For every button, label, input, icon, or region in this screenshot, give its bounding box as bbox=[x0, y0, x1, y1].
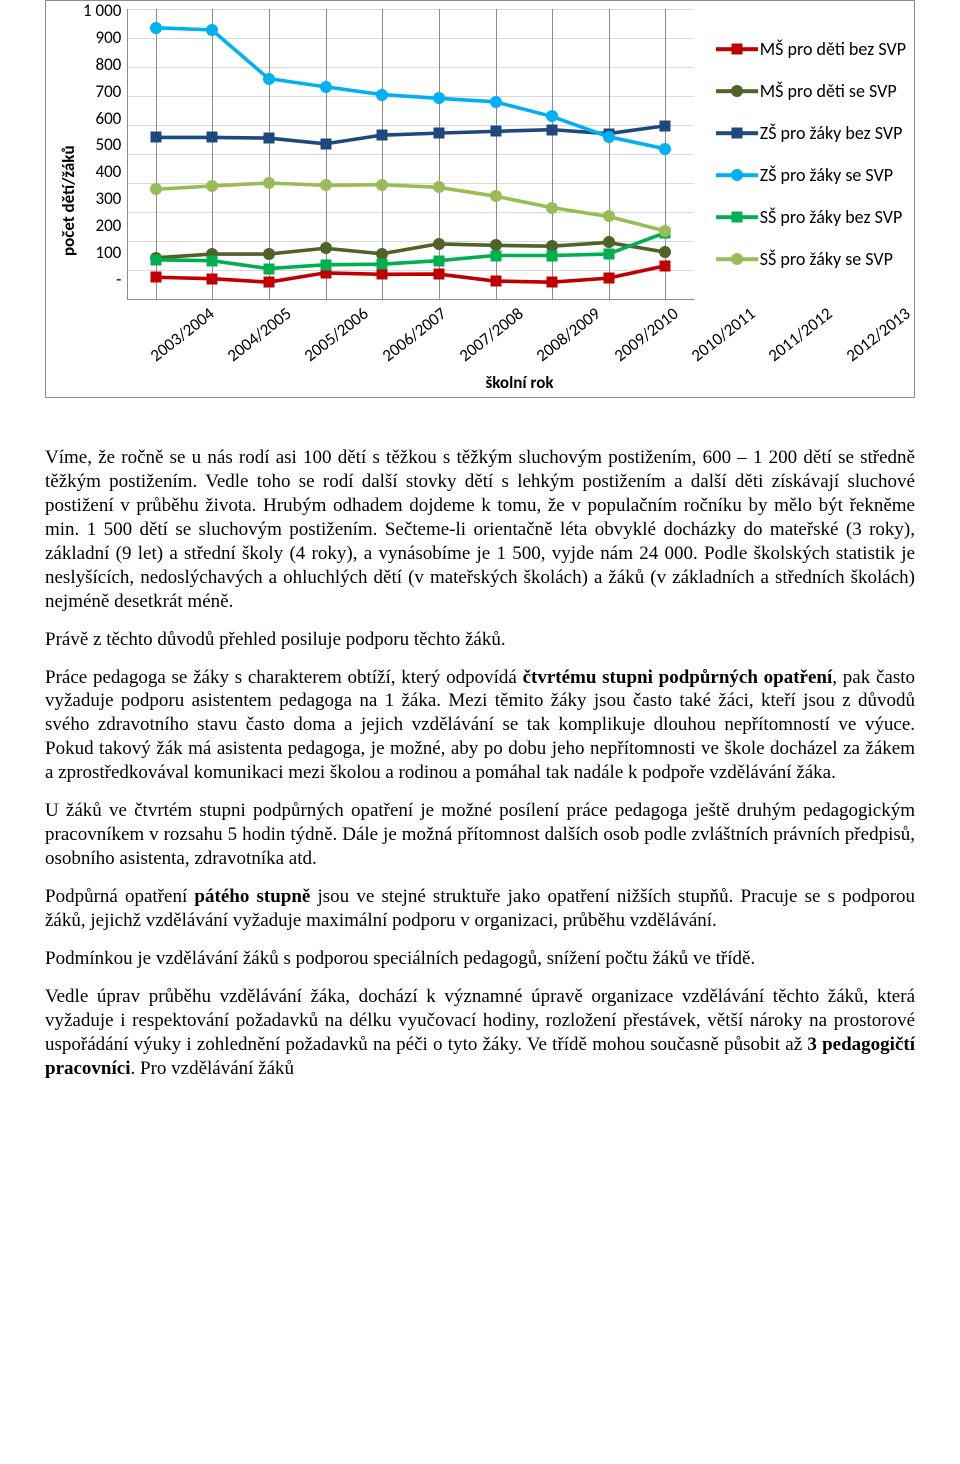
y-tick-label: - bbox=[116, 269, 121, 290]
body-paragraph: Práce pedagoga se žáky s charakterem obt… bbox=[45, 666, 915, 786]
y-tick-label: 900 bbox=[95, 27, 121, 48]
x-tick-label: 2006/2007 bbox=[378, 303, 450, 366]
data-marker bbox=[206, 180, 218, 192]
bold-text: čtvrtému stupni podpůrných opatření bbox=[523, 667, 833, 688]
x-tick-label: 2003/2004 bbox=[146, 303, 218, 366]
x-tick-label: 2008/2009 bbox=[532, 303, 604, 366]
chart-legend: MŠ pro děti bez SVP MŠ pro děti se SVP ZŠ … bbox=[694, 9, 906, 299]
bold-text: pátého stupně bbox=[194, 886, 310, 907]
legend-item: ZŠ pro žáky bez SVP bbox=[716, 122, 906, 144]
body-paragraph: Podmínkou je vzdělávání žáků s podporou … bbox=[45, 947, 915, 971]
data-marker bbox=[433, 181, 445, 193]
y-tick-label: 800 bbox=[95, 54, 121, 75]
legend-item: SŠ pro žáky bez SVP bbox=[716, 206, 906, 228]
data-marker bbox=[659, 225, 671, 237]
data-marker bbox=[603, 210, 615, 222]
x-axis-ticks: 2003/20042004/20052005/20062006/20072007… bbox=[133, 303, 906, 324]
data-marker bbox=[263, 177, 275, 189]
legend-item: SŠ pro žáky se SVP bbox=[716, 248, 906, 270]
legend-item: MŠ pro děti bez SVP bbox=[716, 38, 906, 60]
y-tick-label: 500 bbox=[95, 134, 121, 155]
body-paragraph: U žáků ve čtvrtém stupni podpůrných opat… bbox=[45, 799, 915, 871]
legend-label: MŠ pro děti se SVP bbox=[760, 80, 897, 102]
legend-label: MŠ pro děti bez SVP bbox=[760, 38, 906, 60]
body-paragraph: Podpůrná opatření pátého stupně jsou ve … bbox=[45, 885, 915, 933]
body-paragraph: Vedle úprav průběhu vzdělávání žáka, doc… bbox=[45, 985, 915, 1081]
gridline bbox=[127, 299, 693, 300]
y-axis-ticks: 1 000 900 800 700 600 500 400 300 200 100 - bbox=[83, 0, 127, 290]
data-marker bbox=[376, 179, 388, 191]
y-tick-label: 1 000 bbox=[83, 0, 121, 21]
body-paragraph: Právě z těchto důvodů přehled posiluje p… bbox=[45, 628, 915, 652]
chart-plot-area bbox=[127, 9, 693, 299]
data-marker bbox=[150, 183, 162, 195]
y-tick-label: 100 bbox=[95, 242, 121, 263]
legend-label: ZŠ pro žáky se SVP bbox=[760, 164, 893, 186]
x-axis-label: školní rok bbox=[133, 372, 906, 393]
chart-container: počet dětí/žáků 1 000 900 800 700 600 500 400 3… bbox=[45, 0, 915, 398]
legend-label: SŠ pro žáky bez SVP bbox=[760, 206, 903, 228]
x-tick-label: 2005/2006 bbox=[300, 303, 372, 366]
legend-label: ZŠ pro žáky bez SVP bbox=[760, 122, 903, 144]
x-tick-label: 2010/2011 bbox=[687, 303, 759, 366]
legend-item: ZŠ pro žáky se SVP bbox=[716, 164, 906, 186]
y-tick-label: 200 bbox=[95, 215, 121, 236]
series-line bbox=[127, 9, 693, 299]
data-marker bbox=[546, 202, 558, 214]
x-tick-label: 2004/2005 bbox=[223, 303, 295, 366]
y-tick-label: 700 bbox=[95, 81, 121, 102]
x-tick-label: 2007/2008 bbox=[455, 303, 527, 366]
data-marker bbox=[320, 179, 332, 191]
x-tick-label: 2009/2010 bbox=[610, 303, 682, 366]
body-paragraph: Víme, že ročně se u nás rodí asi 100 dět… bbox=[45, 446, 915, 614]
x-tick-label: 2012/2013 bbox=[842, 303, 914, 366]
legend-item: MŠ pro děti se SVP bbox=[716, 80, 906, 102]
data-marker bbox=[490, 190, 502, 202]
y-axis-label: počet dětí/žáků bbox=[54, 9, 83, 393]
y-tick-label: 300 bbox=[95, 188, 121, 209]
y-tick-label: 400 bbox=[95, 161, 121, 182]
x-tick-label: 2011/2012 bbox=[764, 303, 836, 366]
y-tick-label: 600 bbox=[95, 108, 121, 129]
legend-label: SŠ pro žáky se SVP bbox=[760, 248, 893, 270]
